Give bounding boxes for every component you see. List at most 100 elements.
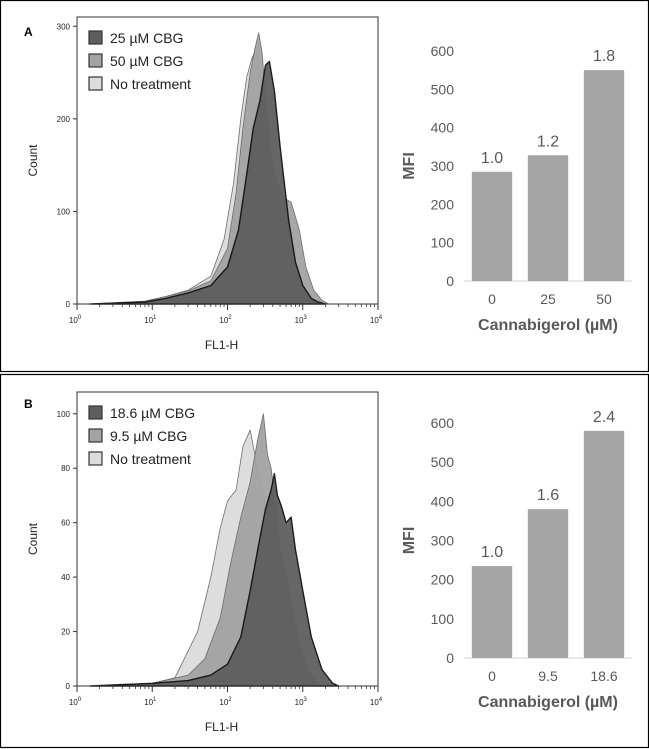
y-tick-label: 0 — [446, 273, 454, 289]
x-tick-label: 100 — [69, 697, 82, 707]
x-tick-base: 10 — [295, 698, 304, 707]
y-tick-label: 300 — [57, 22, 71, 31]
legend-label: No treatment — [110, 76, 191, 92]
y-tick-label: 400 — [431, 120, 455, 136]
histogram-series-25-m-cbg — [89, 60, 327, 305]
x-tick-label: 103 — [295, 697, 308, 707]
y-tick-label: 100 — [57, 207, 71, 216]
panel-b-label: B — [24, 397, 33, 411]
x-tick-label: 102 — [219, 697, 232, 707]
y-tick-label: 20 — [61, 628, 70, 637]
x-tick-label: 9.5 — [538, 668, 558, 684]
x-tick-label: 101 — [144, 697, 157, 707]
legend-swatch — [88, 428, 103, 443]
y-tick-label: 100 — [431, 235, 455, 251]
y-tick-label: 80 — [61, 464, 70, 473]
bar-chart-a: 0 100 200 300 400 500 600 1.0 0 1.2 25 1.8 50 Cannabi… — [401, 43, 632, 334]
x-tick-exponent: 1 — [153, 315, 157, 321]
x-tick-exponent: 2 — [228, 315, 232, 321]
y-tick-label: 0 — [66, 300, 71, 309]
x-tick-base: 10 — [295, 316, 304, 325]
bar-chart-b: 0 100 200 300 400 500 600 1.0 0 1.6 9.5 2.4 18.6 Cann… — [401, 409, 632, 711]
x-tick-exponent: 4 — [379, 697, 383, 703]
x-tick-label: 50 — [596, 291, 612, 307]
bar-18.6 — [583, 430, 625, 658]
x-tick-label: 25 — [540, 291, 556, 307]
bar-data-label: 1.2 — [537, 133, 559, 150]
x-tick-exponent: 0 — [78, 697, 82, 703]
x-tick-base: 10 — [69, 316, 78, 325]
x-tick-base: 10 — [69, 698, 78, 707]
x-tick-exponent: 3 — [304, 315, 308, 321]
y-tick-label: 600 — [431, 43, 455, 59]
bar-0 — [471, 171, 513, 281]
y-tick-label: 0 — [66, 682, 71, 691]
x-axis-title: Cannabigerol (µM) — [478, 317, 618, 334]
x-tick-label: 102 — [219, 315, 232, 325]
x-tick-label: 0 — [488, 668, 496, 684]
legend-label: 18.6 µM CBG — [110, 405, 195, 421]
legend-swatch — [88, 53, 103, 68]
legend-label: 50 µM CBG — [110, 53, 183, 69]
y-axis-title: MFI — [401, 527, 418, 555]
y-tick-label: 100 — [431, 611, 455, 627]
y-tick-label: 60 — [61, 519, 70, 528]
y-tick-label: 100 — [57, 410, 71, 419]
y-tick-label: 200 — [431, 196, 455, 212]
x-tick-label: 18.6 — [590, 668, 617, 684]
x-tick-label: 103 — [295, 315, 308, 325]
bar-data-label: 1.6 — [537, 487, 559, 504]
x-tick-base: 10 — [370, 698, 379, 707]
bar-data-label: 1.0 — [481, 150, 503, 167]
x-tick-label: 100 — [69, 315, 82, 325]
y-axis-title: Count — [26, 522, 40, 555]
y-tick-label: 500 — [431, 454, 455, 470]
x-tick-base: 10 — [370, 316, 379, 325]
y-tick-label: 0 — [446, 650, 454, 666]
legend: 18.6 µM CBG 9.5 µM CBG No treatment — [88, 405, 195, 467]
bar-9.5 — [527, 509, 569, 658]
y-tick-label: 200 — [57, 115, 71, 124]
bar-data-label: 1.8 — [593, 48, 615, 65]
x-tick-label: 104 — [370, 697, 383, 707]
x-tick-exponent: 0 — [78, 315, 82, 321]
legend: 25 µM CBG 50 µM CBG No treatment — [88, 30, 191, 92]
y-tick-label: 400 — [431, 493, 455, 509]
x-tick-base: 10 — [144, 698, 153, 707]
x-tick-exponent: 1 — [153, 697, 157, 703]
x-axis-title: Cannabigerol (µM) — [478, 694, 618, 711]
x-axis-title: FL1-H — [205, 720, 238, 734]
x-tick-label: 101 — [144, 315, 157, 325]
x-axis-title: FL1-H — [205, 338, 238, 352]
x-tick-exponent: 3 — [304, 697, 308, 703]
y-tick-label: 300 — [431, 533, 455, 549]
panel-a-label: A — [24, 25, 33, 39]
x-tick-exponent: 4 — [379, 315, 383, 321]
legend-label: No treatment — [110, 451, 191, 467]
x-tick-label: 104 — [370, 315, 383, 325]
y-tick-label: 300 — [431, 158, 455, 174]
bar-50 — [583, 70, 625, 282]
y-axis-title: MFI — [401, 152, 418, 180]
legend-label: 25 µM CBG — [110, 30, 183, 46]
y-tick-label: 500 — [431, 81, 455, 97]
legend-swatch — [88, 405, 103, 420]
x-tick-exponent: 2 — [228, 697, 232, 703]
y-tick-label: 600 — [431, 415, 455, 431]
legend-swatch — [88, 76, 103, 91]
x-tick-base: 10 — [219, 698, 228, 707]
bar-data-label: 1.0 — [481, 544, 503, 561]
bar-25 — [527, 155, 569, 281]
legend-swatch — [88, 30, 103, 45]
bar-data-label: 2.4 — [593, 409, 615, 426]
bar-0 — [471, 565, 513, 658]
x-tick-base: 10 — [144, 316, 153, 325]
y-axis-title: Count — [26, 144, 40, 177]
legend-label: 9.5 µM CBG — [110, 428, 187, 444]
legend-swatch — [88, 451, 103, 466]
y-tick-label: 40 — [61, 573, 70, 582]
x-tick-base: 10 — [219, 316, 228, 325]
